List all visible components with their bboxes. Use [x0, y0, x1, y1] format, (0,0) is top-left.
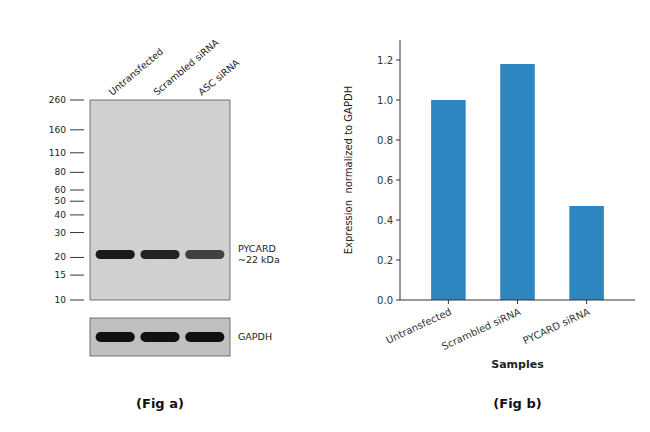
ladder-tick [70, 275, 84, 276]
band-label: PYCARD~22 kDa [238, 243, 280, 265]
ladder-label: 260 [49, 95, 66, 105]
y-axis-label: Expression normalized to GAPDH [343, 86, 354, 254]
panel-title: (Fig b) [493, 396, 541, 411]
ladder-tick [70, 172, 84, 173]
ladder-tick [70, 257, 84, 258]
ladder-tick [70, 300, 84, 301]
bar [431, 100, 466, 300]
x-tick-label: Scrambled siRNA [440, 306, 523, 352]
y-tick-label: 0.2 [377, 255, 393, 266]
y-tick [396, 100, 400, 101]
y-tick-label: 0.6 [377, 175, 393, 186]
y-tick [396, 180, 400, 181]
ladder-tick [70, 214, 84, 215]
gapdh-membrane [90, 318, 230, 356]
y-axis-line [400, 40, 401, 300]
bar [569, 206, 604, 300]
bar-panel: 0.00.20.40.60.81.01.2UntransfectedScramb… [343, 40, 635, 411]
panel-title: (Fig a) [136, 396, 184, 411]
y-tick [396, 260, 400, 261]
y-tick-label: 0.0 [377, 295, 393, 306]
y-tick [396, 220, 400, 221]
blot-panel: 2601601108060504030201510UntransfectedSc… [49, 36, 280, 411]
gapdh-band [140, 332, 179, 342]
ladder-tick [70, 232, 84, 233]
ladder-label: 60 [55, 185, 67, 195]
ladder-tick [70, 100, 84, 101]
ladder-label: 50 [55, 196, 67, 206]
ladder-tick [70, 201, 84, 202]
x-tick [448, 300, 449, 304]
y-tick-label: 1.2 [377, 55, 393, 66]
band-label: GAPDH [238, 331, 272, 342]
ladder-label: 80 [55, 167, 67, 177]
y-tick [396, 140, 400, 141]
band-label-line: PYCARD [238, 243, 276, 254]
blot-band [140, 250, 179, 259]
chart-svg: 2601601108060504030201510UntransfectedSc… [0, 0, 650, 432]
x-tick [586, 300, 587, 304]
ladder-label: 15 [55, 270, 66, 280]
ladder-label: 160 [49, 125, 66, 135]
ladder-label: 40 [55, 210, 67, 220]
bars [431, 64, 604, 300]
band-label-line: GAPDH [238, 331, 272, 342]
gapdh-band [96, 332, 135, 342]
gapdh-band [185, 332, 224, 342]
blot-band [96, 250, 135, 259]
lane-label: ASC siRNA [196, 57, 242, 98]
ladder-label: 20 [55, 252, 67, 262]
ladder-label: 10 [55, 295, 67, 305]
x-tick-label: PYCARD siRNA [521, 306, 591, 347]
ladder-label: 30 [55, 228, 67, 238]
chart-root: 2601601108060504030201510UntransfectedSc… [0, 0, 650, 432]
band-label-line: ~22 kDa [238, 254, 280, 265]
y-tick-label: 0.8 [377, 135, 393, 146]
y-tick-label: 1.0 [377, 95, 393, 106]
ladder-tick [70, 190, 84, 191]
ladder-label: 110 [49, 148, 66, 158]
y-tick-label: 0.4 [377, 215, 393, 226]
ladder-tick [70, 152, 84, 153]
x-axis-label: Samples [491, 358, 544, 371]
y-tick [396, 300, 400, 301]
ladder-tick [70, 129, 84, 130]
blot-band [185, 250, 224, 259]
blot-membrane [90, 100, 230, 300]
y-tick [396, 60, 400, 61]
bar [500, 64, 535, 300]
x-tick [517, 300, 518, 304]
